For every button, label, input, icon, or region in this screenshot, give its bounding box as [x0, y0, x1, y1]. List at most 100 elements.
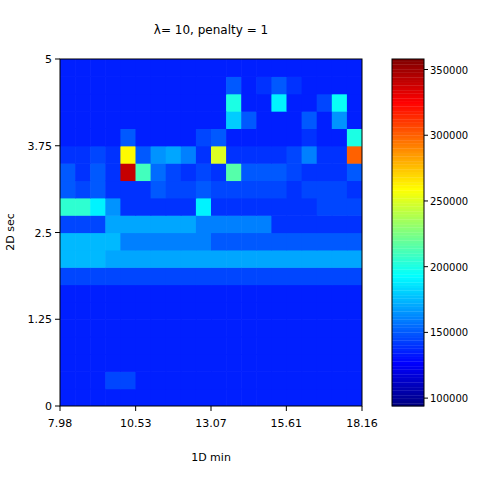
- heatmap-cell: [105, 59, 121, 77]
- heatmap-cell: [181, 285, 197, 303]
- colorbar-stripe: [392, 327, 424, 330]
- colorbar-stripe: [392, 75, 424, 78]
- heatmap-cell: [317, 180, 333, 198]
- colorbar-stripe: [392, 382, 424, 385]
- heatmap-cell: [120, 215, 136, 233]
- colorbar-stripe: [392, 130, 424, 133]
- colorbar-stripe: [392, 167, 424, 170]
- colorbar-stripe: [392, 285, 424, 288]
- heatmap-cell: [60, 180, 76, 198]
- heatmap-cell: [196, 198, 212, 216]
- colorbar-stripe: [392, 96, 424, 99]
- colorbar-stripe: [392, 172, 424, 175]
- colorbar-stripe: [392, 235, 424, 238]
- heatmap-cell: [211, 285, 227, 303]
- heatmap-cell: [196, 111, 212, 129]
- colorbar-stripe: [392, 275, 424, 278]
- heatmap-cell: [256, 233, 272, 251]
- heatmap-cell: [181, 146, 197, 164]
- y-tick: [55, 319, 60, 320]
- colorbar-stripe: [392, 146, 424, 149]
- x-tick: [286, 406, 287, 411]
- heatmap-cell: [60, 94, 76, 112]
- heatmap-cell: [181, 371, 197, 389]
- heatmap-cell: [136, 267, 152, 285]
- heatmap-cell: [256, 198, 272, 216]
- heatmap-cell: [211, 337, 227, 355]
- colorbar-stripe: [392, 198, 424, 201]
- heatmap-cell: [151, 337, 167, 355]
- heatmap-cell: [226, 163, 242, 181]
- heatmap-cell: [196, 302, 212, 320]
- heatmap-cell: [332, 267, 348, 285]
- colorbar-stripe: [392, 233, 424, 236]
- colorbar-stripe: [392, 348, 424, 351]
- heatmap-cell: [151, 267, 167, 285]
- colorbar-stripe: [392, 369, 424, 372]
- heatmap-cell: [75, 59, 91, 77]
- colorbar-stripe: [392, 201, 424, 204]
- y-tick-label: 0: [45, 400, 52, 413]
- heatmap-cell: [271, 233, 287, 251]
- heatmap-cell: [151, 215, 167, 233]
- heatmap-cell: [271, 267, 287, 285]
- colorbar-stripe: [392, 332, 424, 335]
- heatmap-cell: [75, 337, 91, 355]
- heatmap-cell: [136, 180, 152, 198]
- heatmap-cell: [302, 285, 318, 303]
- colorbar-stripe: [392, 67, 424, 70]
- heatmap-cell: [136, 146, 152, 164]
- colorbar-stripe: [392, 204, 424, 207]
- colorbar-stripe: [392, 183, 424, 186]
- heatmap-cell: [287, 233, 303, 251]
- colorbar-stripe: [392, 104, 424, 107]
- y-tick-label: 2.5: [35, 227, 53, 240]
- heatmap-cell: [60, 111, 76, 129]
- heatmap-cell: [271, 302, 287, 320]
- heatmap-cell: [226, 111, 242, 129]
- heatmap-cell: [120, 146, 136, 164]
- colorbar-stripe: [392, 114, 424, 117]
- heatmap-cell: [271, 337, 287, 355]
- heatmap-cell: [105, 302, 121, 320]
- colorbar-stripe: [392, 280, 424, 283]
- colorbar-stripe: [392, 93, 424, 96]
- heatmap-cell: [151, 233, 167, 251]
- heatmap-cell: [151, 94, 167, 112]
- colorbar-stripe: [392, 330, 424, 333]
- colorbar-stripe: [392, 162, 424, 165]
- heatmap-cell: [317, 76, 333, 94]
- heatmap-cell: [317, 198, 333, 216]
- y-tick: [55, 145, 60, 146]
- heatmap-cell: [166, 163, 182, 181]
- heatmap-cell: [105, 233, 121, 251]
- colorbar-stripe: [392, 338, 424, 341]
- heatmap-cell: [287, 180, 303, 198]
- heatmap-cell: [60, 250, 76, 268]
- x-axis-label: 1D min: [191, 451, 231, 464]
- heatmap-cell: [166, 198, 182, 216]
- heatmap-cell: [317, 215, 333, 233]
- heatmap-cell: [90, 302, 106, 320]
- colorbar-stripe: [392, 211, 424, 214]
- heatmap-cell: [166, 180, 182, 198]
- colorbar-stripe: [392, 388, 424, 391]
- heatmap-cell: [226, 267, 242, 285]
- heatmap-cell: [90, 180, 106, 198]
- colorbar-stripe: [392, 180, 424, 183]
- heatmap-cell: [166, 76, 182, 94]
- heatmap-cell: [120, 180, 136, 198]
- heatmap-cell: [151, 198, 167, 216]
- heatmap-cell: [332, 59, 348, 77]
- colorbar-tick: [424, 332, 428, 333]
- colorbar-stripe: [392, 98, 424, 101]
- heatmap-cell: [211, 163, 227, 181]
- heatmap-cell: [256, 59, 272, 77]
- heatmap-cell: [317, 319, 333, 337]
- heatmap-cell: [317, 302, 333, 320]
- colorbar-stripe: [392, 133, 424, 136]
- heatmap-cell: [60, 302, 76, 320]
- heatmap-cell: [211, 59, 227, 77]
- heatmap-cell: [196, 319, 212, 337]
- colorbar-stripe: [392, 156, 424, 159]
